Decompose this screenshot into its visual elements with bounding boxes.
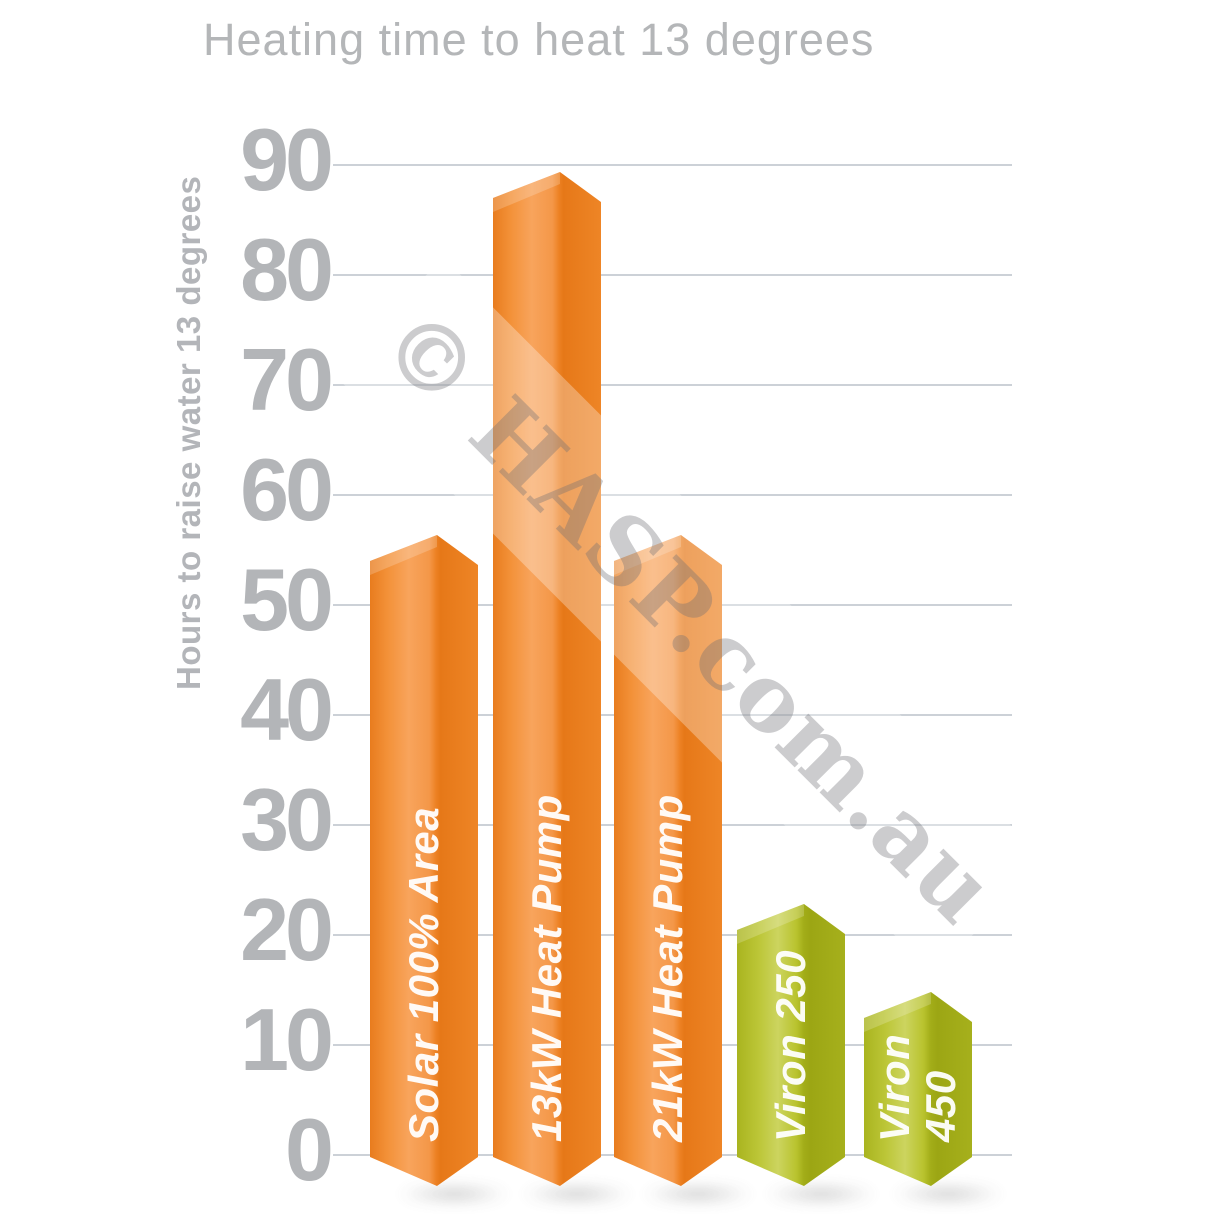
- y-tick-label: 20: [240, 880, 334, 979]
- bar-label: 21kW Heat Pump: [644, 794, 691, 1142]
- bar: [493, 172, 601, 1186]
- bar-shadow: [872, 1182, 1024, 1206]
- bar-shadow: [622, 1182, 774, 1206]
- y-tick-label: 90: [240, 110, 334, 209]
- chart-title: Heating time to heat 13 degrees: [203, 14, 875, 65]
- y-tick-label: 40: [240, 660, 334, 759]
- bar-label: Solar 100% Area: [400, 806, 447, 1142]
- bar-shadow: [378, 1182, 530, 1206]
- y-tick-label: 0: [285, 1100, 334, 1199]
- bar: [370, 535, 478, 1186]
- bar-label: Viron 450: [871, 1033, 964, 1142]
- gridline: [333, 494, 1012, 496]
- y-tick-label: 60: [240, 440, 334, 539]
- bar-label: Viron 250: [767, 949, 814, 1142]
- y-tick-label: 80: [240, 220, 334, 319]
- gridline: [333, 384, 1012, 386]
- bar-shadow: [501, 1182, 653, 1206]
- gridline: [333, 164, 1012, 166]
- bar: [864, 992, 972, 1186]
- y-tick-label: 30: [240, 770, 334, 869]
- y-tick-label: 50: [240, 550, 334, 649]
- y-tick-label: 10: [240, 990, 334, 1089]
- gridline: [333, 274, 1012, 276]
- bar-label: 13kW Heat Pump: [523, 794, 570, 1142]
- y-tick-label: 70: [240, 330, 334, 429]
- bar: [614, 535, 722, 1186]
- bar: [737, 904, 845, 1186]
- bar-shadow: [745, 1182, 897, 1206]
